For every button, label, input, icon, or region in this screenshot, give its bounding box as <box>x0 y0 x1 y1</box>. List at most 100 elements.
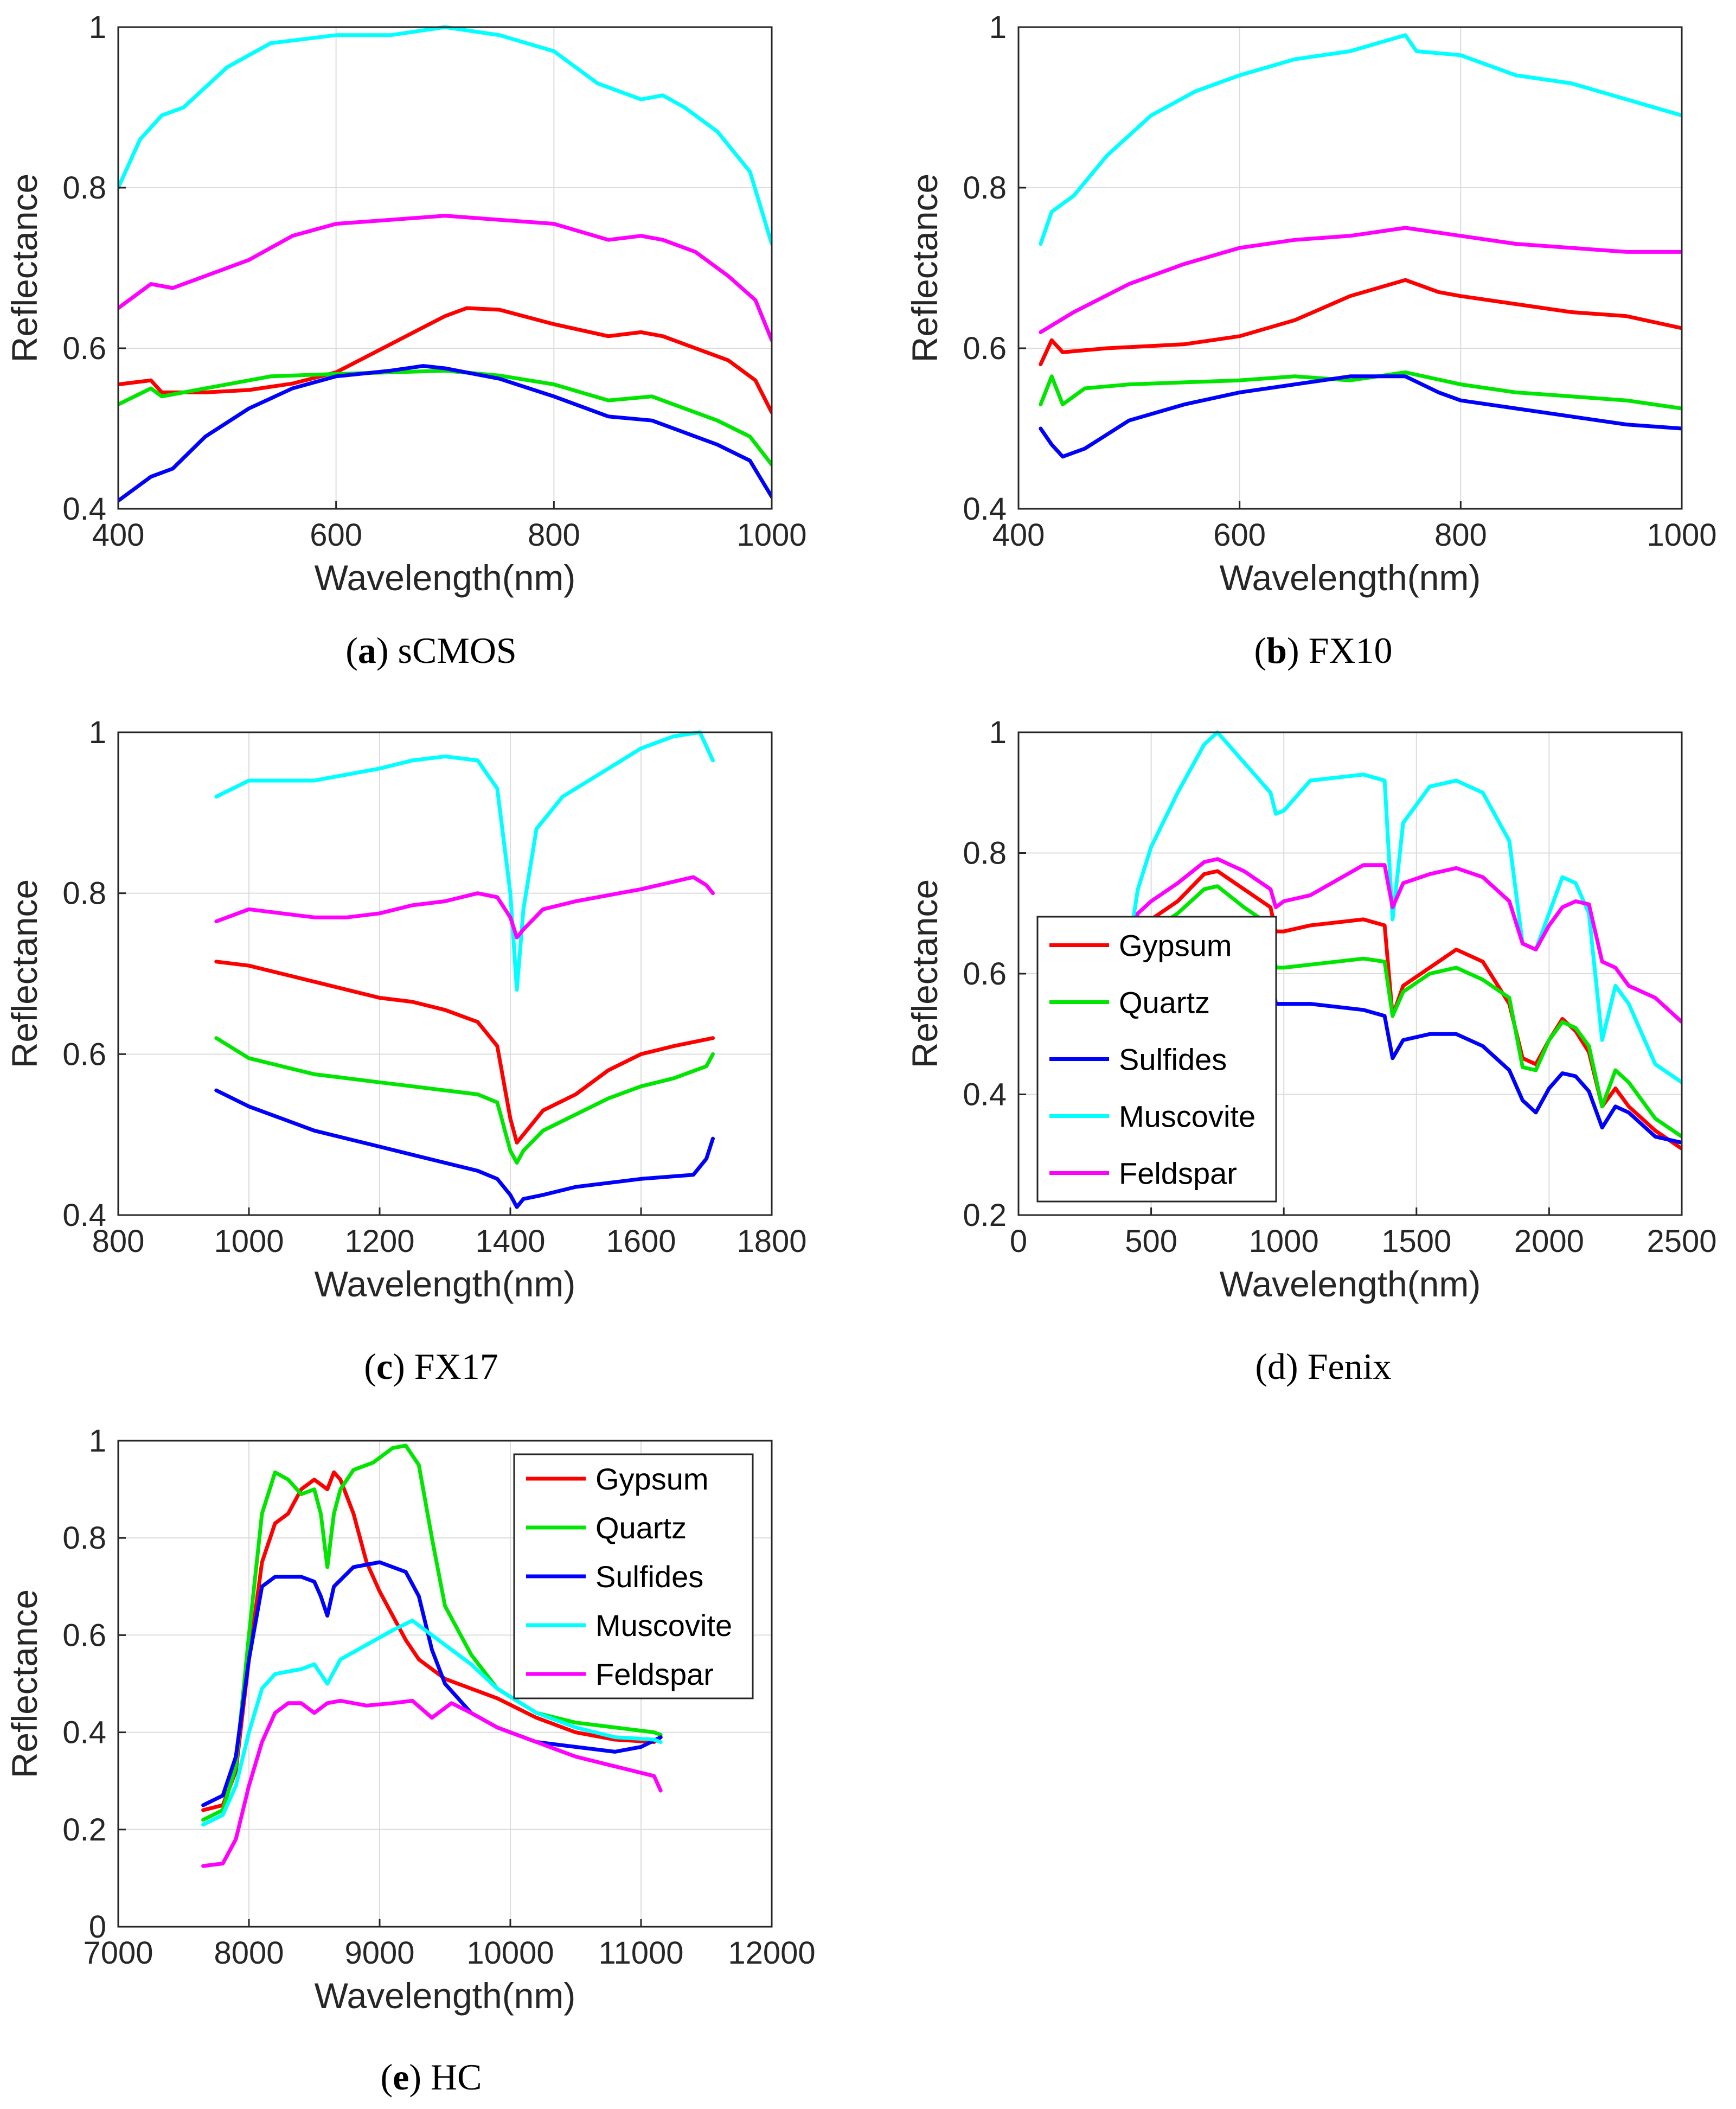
series-line-sulfides <box>118 364 772 503</box>
y-tick-label: 0.6 <box>963 956 1007 992</box>
y-tick-label: 0.8 <box>62 876 106 911</box>
y-tick-label: 0.6 <box>62 1037 106 1072</box>
y-tick-label: 0.4 <box>62 1198 106 1233</box>
x-tick-label: 500 <box>1125 1224 1177 1259</box>
legend: Gypsum Quartz Sulfides Muscovite Feldspar <box>513 1453 754 1699</box>
legend-label-gypsum: Gypsum <box>1119 929 1232 963</box>
x-tick-label: 800 <box>528 517 580 553</box>
series-line-feldspar <box>214 875 715 940</box>
x-tick-label: 1000 <box>1249 1224 1319 1259</box>
legend-label-feldspar: Feldspar <box>1119 1156 1237 1191</box>
x-tick-label: 1500 <box>1381 1224 1451 1259</box>
x-tick-label: 2000 <box>1514 1224 1584 1259</box>
x-axis-label: Wavelength(nm) <box>1220 1264 1481 1304</box>
x-tick-label: 8000 <box>214 1935 284 1971</box>
legend-label-quartz: Quartz <box>595 1511 687 1545</box>
x-tick-label: 1000 <box>214 1224 284 1259</box>
x-tick-label: 600 <box>1213 517 1266 553</box>
y-axis-label: Reflectance <box>905 879 945 1069</box>
caption-a: (a) sCMOS <box>345 630 517 671</box>
axes-box <box>117 26 773 510</box>
x-tick-label: 2500 <box>1647 1224 1716 1259</box>
chart-b: 400 600 800 1000 0.4 0.6 0.8 1 Wavelength(nm) Ref… <box>905 10 1717 598</box>
x-axis-label: Wavelength(nm) <box>315 558 576 598</box>
y-tick-label: 1 <box>989 10 1007 45</box>
legend-label-sulfides: Sulfides <box>595 1560 703 1594</box>
y-tick-label: 0.8 <box>963 836 1007 871</box>
series-line-feldspar <box>1123 857 1682 1024</box>
series-line-muscovite <box>214 730 715 992</box>
series-line-gypsum <box>118 306 772 414</box>
y-tick-label: 0.6 <box>62 331 106 366</box>
caption-d: (d) Fenix <box>1255 1346 1392 1387</box>
legend-label-gypsum: Gypsum <box>595 1462 709 1496</box>
y-axis-label: Reflectance <box>905 174 945 363</box>
y-tick-label: 0.8 <box>62 1520 106 1556</box>
y-tick-label: 0.4 <box>62 1715 106 1750</box>
y-tick-label: 0.4 <box>62 491 106 527</box>
series-line-muscovite <box>1039 33 1682 246</box>
legend: Gypsum Quartz Sulfides Muscovite Feldspar <box>1036 916 1277 1203</box>
chart-e: 7000 8000 9000 10000 11000 12000 0 0.2 0.4 0.6 0.8… <box>4 1423 816 2016</box>
x-tick-label: 400 <box>992 517 1045 553</box>
y-tick-label: 0.4 <box>963 1077 1007 1113</box>
y-tick-label: 1 <box>89 10 106 45</box>
x-tick-label: 7000 <box>83 1935 153 1971</box>
x-tick-label: 1600 <box>606 1224 676 1259</box>
x-tick-label: 11000 <box>599 1935 684 1971</box>
series-line-sulfides <box>1039 374 1682 459</box>
y-tick-label: 1 <box>89 1423 106 1459</box>
legend-label-quartz: Quartz <box>1119 986 1210 1020</box>
x-tick-label: 12000 <box>728 1935 815 1971</box>
plot-area <box>118 732 772 1215</box>
y-tick-label: 0.2 <box>963 1198 1007 1233</box>
legend-label-feldspar: Feldspar <box>595 1657 714 1691</box>
y-tick-label: 0.8 <box>963 170 1007 206</box>
chart-a: 400 600 800 1000 0.4 0.6 0.8 1 Wavelength(nm) Ref… <box>4 10 807 598</box>
y-tick-label: 0 <box>89 1909 106 1945</box>
axes-box <box>117 731 773 1216</box>
x-tick-label: 800 <box>92 1224 145 1259</box>
series-line-quartz <box>214 1036 715 1165</box>
x-tick-label: 400 <box>92 517 145 553</box>
plot-area <box>1018 27 1682 509</box>
series-line-feldspar <box>201 1698 663 1868</box>
series-line-gypsum <box>201 1470 663 1812</box>
caption-b: (b) FX10 <box>1254 630 1393 671</box>
y-axis-label: Reflectance <box>4 1589 44 1779</box>
y-tick-label: 1 <box>989 715 1007 750</box>
y-tick-label: 1 <box>89 715 106 750</box>
chart-d: 0 500 1000 1500 2000 2500 0.2 0.4 0.6 0.8 1 Wavelen… <box>905 715 1717 1304</box>
y-axis-label: Reflectance <box>4 174 44 363</box>
series-line-muscovite <box>1123 730 1682 1084</box>
x-tick-label: 800 <box>1434 517 1487 553</box>
series-line-quartz <box>1123 884 1682 1139</box>
y-tick-label: 0.2 <box>62 1812 106 1848</box>
y-tick-label: 0.6 <box>963 331 1007 366</box>
x-tick-label: 1200 <box>344 1224 414 1259</box>
y-tick-label: 0.6 <box>62 1618 106 1653</box>
x-axis-label: Wavelength(nm) <box>315 1264 576 1304</box>
caption-c: (c) FX17 <box>364 1346 498 1387</box>
series-line-muscovite <box>201 1619 663 1827</box>
x-tick-label: 9000 <box>344 1935 414 1971</box>
x-tick-label: 1000 <box>1647 517 1716 553</box>
axes-box <box>117 1440 773 1928</box>
y-axis-label: Reflectance <box>4 879 44 1069</box>
x-axis-label: Wavelength(nm) <box>1220 558 1481 598</box>
y-tick-label: 0.8 <box>62 170 106 206</box>
series-line-feldspar <box>118 214 772 342</box>
x-tick-label: 600 <box>310 517 362 553</box>
legend-label-sulfides: Sulfides <box>1119 1043 1227 1077</box>
x-tick-label: 1000 <box>736 517 806 553</box>
series-line-gypsum <box>214 960 715 1145</box>
x-axis-label: Wavelength(nm) <box>315 1976 576 2016</box>
x-tick-label: 1400 <box>475 1224 545 1259</box>
series-line-quartz <box>1039 370 1682 411</box>
chart-c: 800 1000 1200 1400 1600 1800 0.4 0.6 0.8 1 Wavelen… <box>4 715 807 1304</box>
x-tick-label: 10000 <box>466 1935 554 1971</box>
x-tick-label: 0 <box>1010 1224 1027 1259</box>
legend-label-muscovite: Muscovite <box>595 1608 732 1643</box>
series-line-feldspar <box>1039 226 1682 334</box>
